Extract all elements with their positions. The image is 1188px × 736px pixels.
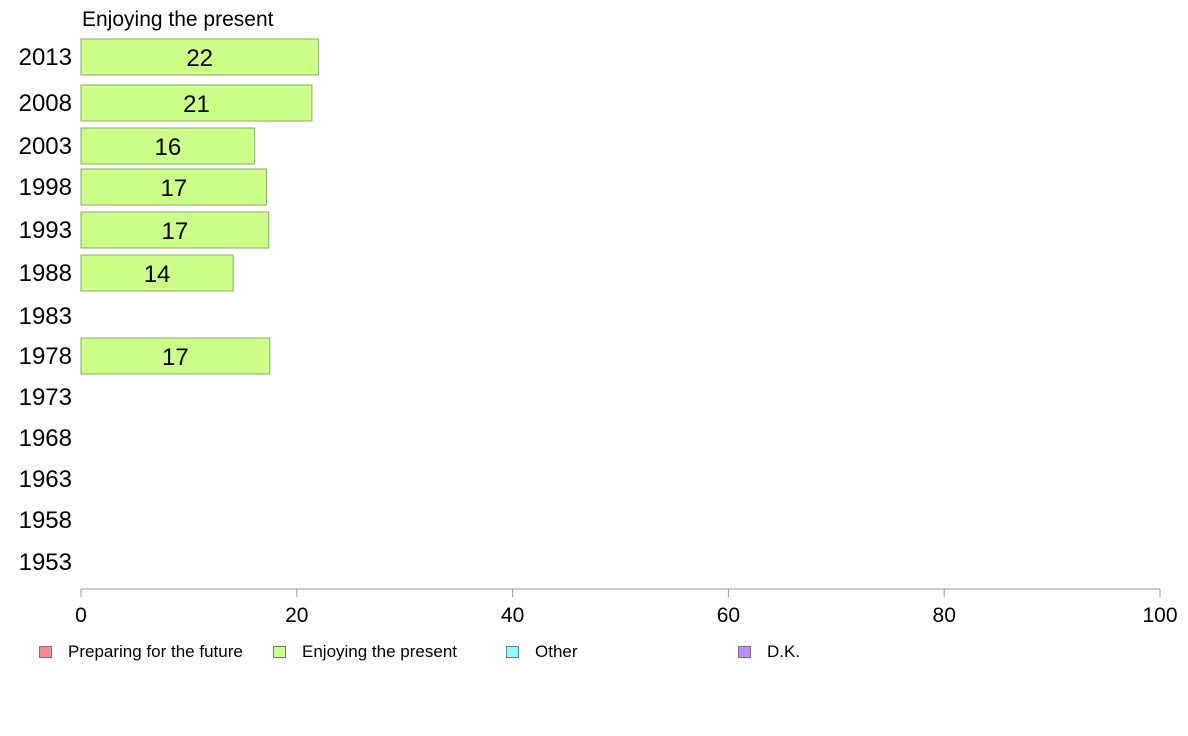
legend-swatch [39,646,52,658]
bar-value-label: 21 [183,91,210,118]
x-tick-label: 80 [933,604,956,627]
y-tick-label: 2003 [19,133,72,160]
chart-title: Enjoying the present [82,8,274,31]
bar [80,84,313,122]
bar-value-label: 22 [186,45,213,72]
y-tick-label: 1993 [19,217,72,244]
x-axis: 0 20 40 60 80 100 [75,588,1178,627]
bar-value-label: 17 [162,344,189,371]
bar-value-label: 14 [144,261,171,288]
y-axis-labels: 2013 2008 2003 1998 1993 1988 1983 1978 1973 1968… [19,44,72,576]
y-tick-label: 1998 [19,174,72,201]
y-tick-label: 1983 [19,303,72,330]
legend-swatch [738,646,751,658]
y-tick-label: 1953 [19,549,72,576]
legend-item-preparing: Preparing for the future [39,642,243,662]
legend-item-enjoying: Enjoying the present [273,642,457,662]
legend-label: Enjoying the present [302,642,457,661]
legend-item-other: Other [506,642,578,662]
y-tick-label: 1958 [19,507,72,534]
bar-value-label: 17 [162,218,189,245]
legend: Preparing for the future Enjoying the pr… [0,640,1188,668]
bar [80,38,319,76]
bar [80,127,256,165]
x-tick-label: 20 [285,604,308,627]
y-tick-label: 2013 [19,44,72,71]
legend-label: Preparing for the future [68,642,243,661]
x-tick-label: 100 [1142,604,1177,627]
bar [80,168,268,206]
bar [80,337,271,375]
y-tick-label: 2008 [19,90,72,117]
x-tick-label: 60 [717,604,740,627]
legend-item-dk: D.K. [738,642,800,662]
legend-swatch [506,646,519,658]
bar [80,211,270,249]
x-tick-label: 0 [75,604,87,627]
legend-label: D.K. [767,642,801,661]
bar-value-label: 16 [155,134,182,161]
y-tick-label: 1978 [19,343,72,370]
bar [80,254,234,292]
y-tick-label: 1988 [19,260,72,287]
bar-value-label: 17 [160,175,187,202]
y-tick-label: 1973 [19,384,72,411]
legend-label: Other [535,642,578,661]
y-tick-label: 1963 [19,466,72,493]
legend-swatch [273,646,286,658]
y-tick-label: 1968 [19,425,72,452]
x-tick-label: 40 [501,604,524,627]
